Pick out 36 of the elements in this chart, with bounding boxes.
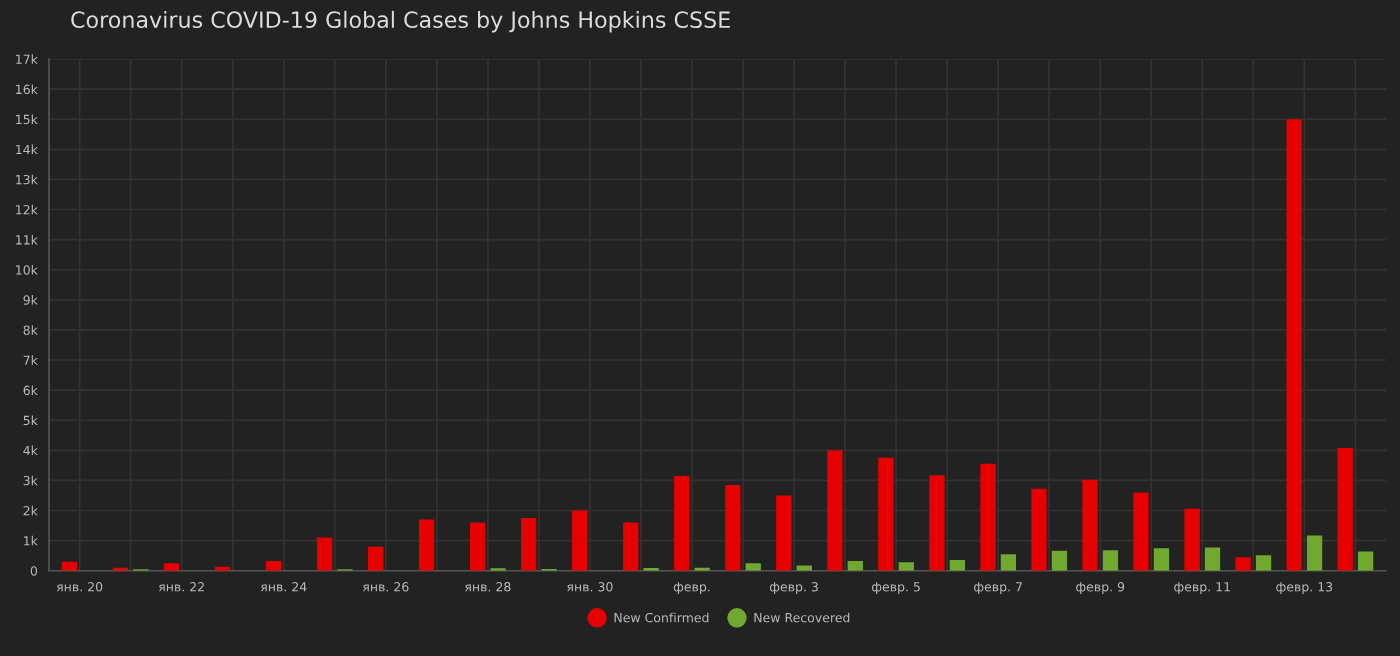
bar [163, 563, 180, 571]
bar [725, 484, 741, 571]
bar [470, 522, 486, 571]
bar [827, 450, 843, 571]
bar [674, 475, 690, 571]
bar [623, 522, 639, 571]
bar [929, 475, 945, 571]
bar [1184, 508, 1200, 571]
bar [745, 563, 761, 571]
bar [776, 495, 792, 571]
bar [1337, 447, 1353, 571]
bar [1204, 547, 1221, 571]
bar [1102, 550, 1119, 571]
bar [367, 546, 384, 571]
bar [521, 518, 537, 571]
bar [1286, 119, 1302, 571]
bar [1306, 535, 1323, 571]
bar [898, 562, 914, 571]
bar [265, 561, 282, 571]
bar [1051, 550, 1068, 571]
bar [1000, 554, 1017, 571]
bar [1153, 548, 1170, 571]
chart-title: Coronavirus COVID-19 Global Cases by Johns Hopkins CSSE [71, 10, 730, 33]
bar [418, 519, 435, 571]
bar [1133, 492, 1149, 571]
bar [1255, 555, 1272, 571]
bar [316, 537, 333, 571]
bar [1357, 551, 1374, 571]
bar [1082, 479, 1098, 571]
bar [572, 510, 588, 571]
bar [949, 559, 965, 571]
bar [847, 561, 863, 571]
bar [878, 457, 894, 571]
bar [1235, 557, 1251, 571]
bar [980, 463, 996, 571]
bar [1031, 488, 1047, 571]
